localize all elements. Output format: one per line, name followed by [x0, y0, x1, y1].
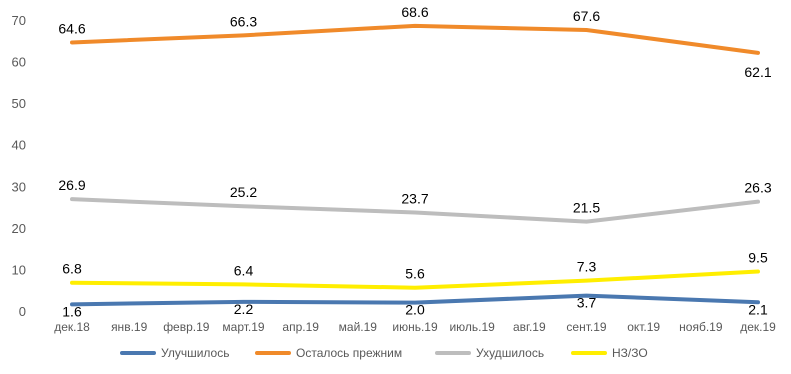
data-label-nzzo: 6.4 [234, 262, 254, 278]
x-tick-label: март.19 [222, 320, 265, 334]
data-label-unchanged: 67.6 [573, 8, 600, 24]
data-label-worse: 25.2 [230, 184, 257, 200]
legend-label-nzzo: НЗ/ЗО [612, 346, 648, 360]
x-tick-label: дек.18 [54, 320, 90, 334]
legend-label-improved: Улучшилось [161, 346, 230, 360]
data-label-worse: 26.3 [744, 180, 771, 196]
data-label-worse: 23.7 [401, 190, 428, 206]
data-label-nzzo: 9.5 [748, 250, 768, 266]
data-label-unchanged: 68.6 [401, 4, 428, 20]
legend-swatch-improved [120, 351, 156, 355]
y-tick-label: 20 [12, 221, 26, 236]
data-label-nzzo: 7.3 [577, 259, 597, 275]
x-tick-label: дек.19 [740, 320, 776, 334]
data-label-worse: 26.9 [58, 177, 85, 193]
x-tick-label: июль.19 [449, 320, 495, 334]
x-tick-label: авг.19 [513, 320, 546, 334]
x-tick-label: окт.19 [627, 320, 660, 334]
x-tick-label: июнь.19 [392, 320, 438, 334]
data-label-improved: 1.6 [62, 303, 82, 319]
legend-swatch-worse [435, 351, 471, 355]
data-label-improved: 2.0 [405, 302, 425, 318]
data-label-nzzo: 6.8 [62, 261, 82, 277]
legend-label-unchanged: Осталось прежним [296, 346, 403, 360]
chart-legend: Улучшилось Осталось прежним Ухудшилось Н… [0, 346, 791, 366]
legend-label-worse: Ухудшилось [476, 346, 545, 360]
line-chart: 0 10 20 30 40 50 60 70 дек.18 янв.19 февр.19 март.1… [12, 4, 777, 334]
legend-item-nzzo: НЗ/ЗО [571, 346, 648, 360]
legend-item-unchanged: Осталось прежним [255, 346, 402, 360]
legend-swatch-nzzo [571, 351, 607, 355]
data-label-improved: 2.2 [234, 301, 254, 317]
x-tick-label: февр.19 [163, 320, 210, 334]
data-label-nzzo: 5.6 [405, 266, 425, 282]
legend-swatch-unchanged [255, 351, 291, 355]
x-tick-label: сент.19 [566, 320, 606, 334]
x-tick-label: янв.19 [111, 320, 148, 334]
x-tick-label: нояб.19 [679, 320, 723, 334]
data-label-worse: 21.5 [573, 200, 600, 216]
y-tick-label: 0 [19, 304, 26, 319]
x-tick-label: май.19 [339, 320, 378, 334]
x-tick-label: апр.19 [282, 320, 319, 334]
data-label-unchanged: 66.3 [230, 13, 257, 29]
legend-item-improved: Улучшилось [120, 346, 229, 360]
data-label-improved: 2.1 [748, 301, 768, 317]
series-line-unchanged [70, 23, 760, 55]
data-label-improved: 3.7 [577, 295, 597, 311]
y-tick-label: 40 [12, 138, 26, 153]
data-label-unchanged: 62.1 [744, 64, 771, 80]
legend-item-worse: Ухудшилось [435, 346, 544, 360]
data-label-unchanged: 64.6 [58, 20, 85, 36]
y-tick-label: 30 [12, 179, 26, 194]
y-tick-label: 50 [12, 96, 26, 111]
y-tick-label: 60 [12, 55, 26, 70]
y-tick-label: 10 [12, 262, 26, 277]
y-tick-label: 70 [12, 13, 26, 28]
